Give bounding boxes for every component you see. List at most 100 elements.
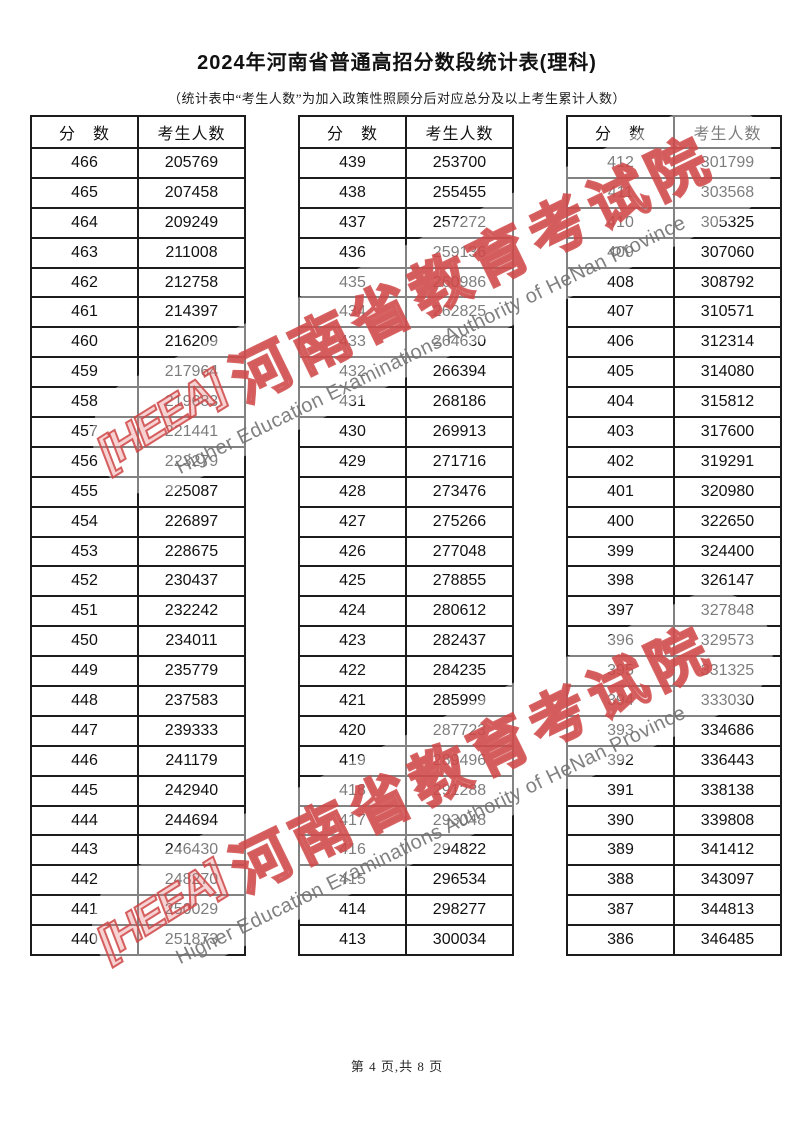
table-row: 423 282437	[298, 625, 514, 658]
table-row: 431 268186	[298, 386, 514, 419]
table-row: 441 250029	[30, 894, 246, 927]
table-row: 412 301799	[566, 147, 782, 179]
count-column-header: 考生人数	[673, 115, 782, 149]
table-row: 392 336443	[566, 744, 782, 777]
score-cell: 428	[298, 475, 407, 508]
count-cell: 209249	[137, 206, 246, 239]
score-cell: 433	[298, 326, 407, 359]
count-cell: 315812	[673, 386, 782, 419]
table-row: 451 232242	[30, 595, 246, 628]
count-cell: 211008	[137, 236, 246, 269]
score-cell: 456	[30, 445, 139, 478]
score-cell: 411	[566, 176, 675, 209]
table-row: 438 255455	[298, 176, 514, 209]
score-column-header: 分 数	[30, 115, 139, 149]
table-row: 460 216209	[30, 326, 246, 359]
count-cell: 319291	[673, 445, 782, 478]
count-cell: 322650	[673, 505, 782, 538]
score-cell: 417	[298, 804, 407, 837]
score-cell: 431	[298, 386, 407, 419]
score-cell: 425	[298, 565, 407, 598]
score-cell: 427	[298, 505, 407, 538]
table-row: 464 209249	[30, 206, 246, 239]
table-row: 394 333030	[566, 685, 782, 717]
table-row: 401 320980	[566, 475, 782, 508]
table-row: 462 212758	[30, 266, 246, 299]
table-row: 463 211008	[30, 236, 246, 269]
count-cell: 293048	[405, 804, 514, 837]
count-cell: 341412	[673, 834, 782, 867]
count-cell: 327848	[673, 595, 782, 628]
table-row: 402 319291	[566, 445, 782, 478]
count-cell: 275266	[405, 505, 514, 538]
score-cell: 403	[566, 416, 675, 448]
count-cell: 219683	[137, 386, 246, 419]
count-cell: 317600	[673, 416, 782, 448]
score-cell: 432	[298, 356, 407, 389]
score-cell: 465	[30, 176, 139, 209]
count-cell: 216209	[137, 326, 246, 359]
table-row: 411 303568	[566, 176, 782, 209]
score-cell: 394	[566, 685, 675, 717]
count-cell: 244694	[137, 804, 246, 837]
count-cell: 326147	[673, 565, 782, 598]
count-cell: 264630	[405, 326, 514, 359]
score-cell: 404	[566, 386, 675, 419]
score-cell: 422	[298, 655, 407, 688]
table-row: 433 264630	[298, 326, 514, 359]
page-title: 2024年河南省普通高招分数段统计表(理科)	[197, 52, 597, 74]
score-cell: 399	[566, 535, 675, 568]
score-cell: 436	[298, 236, 407, 269]
table-row: 386 346485	[566, 924, 782, 957]
table-row: 404 315812	[566, 386, 782, 419]
score-column-header: 分 数	[566, 115, 675, 149]
table-row: 435 260986	[298, 266, 514, 299]
table-row: 440 251873	[30, 924, 246, 957]
table-row: 406 312314	[566, 326, 782, 359]
score-cell: 402	[566, 445, 675, 478]
score-table-left: 分 数 考生人数 466 205769 465 207458 464 209249 463 2…	[30, 115, 246, 957]
table-row: 444 244694	[30, 804, 246, 837]
score-cell: 438	[298, 176, 407, 209]
score-cell: 451	[30, 595, 139, 628]
table-row: 389 341412	[566, 834, 782, 867]
score-cell: 397	[566, 595, 675, 628]
score-cell: 414	[298, 894, 407, 927]
score-cell: 396	[566, 625, 675, 658]
score-cell: 401	[566, 475, 675, 508]
score-cell: 421	[298, 685, 407, 717]
score-cell: 410	[566, 206, 675, 239]
table-row: 447 239333	[30, 714, 246, 747]
score-cell: 392	[566, 744, 675, 777]
table-row: 391 338138	[566, 774, 782, 807]
count-cell: 235779	[137, 655, 246, 688]
score-cell: 446	[30, 744, 139, 777]
count-cell: 217964	[137, 356, 246, 389]
count-cell: 310571	[673, 296, 782, 329]
table-row: 443 246430	[30, 834, 246, 867]
table-row: 448 237583	[30, 685, 246, 717]
count-cell: 232242	[137, 595, 246, 628]
score-cell: 409	[566, 236, 675, 269]
table-row: 439 253700	[298, 147, 514, 179]
table-row: 393 334686	[566, 714, 782, 747]
count-cell: 291288	[405, 774, 514, 807]
score-cell: 457	[30, 416, 139, 448]
count-cell: 271716	[405, 445, 514, 478]
table-row: 417 293048	[298, 804, 514, 837]
count-cell: 239333	[137, 714, 246, 747]
count-cell: 329573	[673, 625, 782, 658]
table-row: 419 289496	[298, 744, 514, 777]
table-row: 414 298277	[298, 894, 514, 927]
score-cell: 419	[298, 744, 407, 777]
count-cell: 223279	[137, 445, 246, 478]
score-cell: 426	[298, 535, 407, 568]
count-cell: 336443	[673, 744, 782, 777]
score-cell: 466	[30, 147, 139, 179]
score-cell: 423	[298, 625, 407, 658]
count-cell: 225087	[137, 475, 246, 508]
count-cell: 212758	[137, 266, 246, 299]
count-cell: 214397	[137, 296, 246, 329]
count-cell: 294822	[405, 834, 514, 867]
